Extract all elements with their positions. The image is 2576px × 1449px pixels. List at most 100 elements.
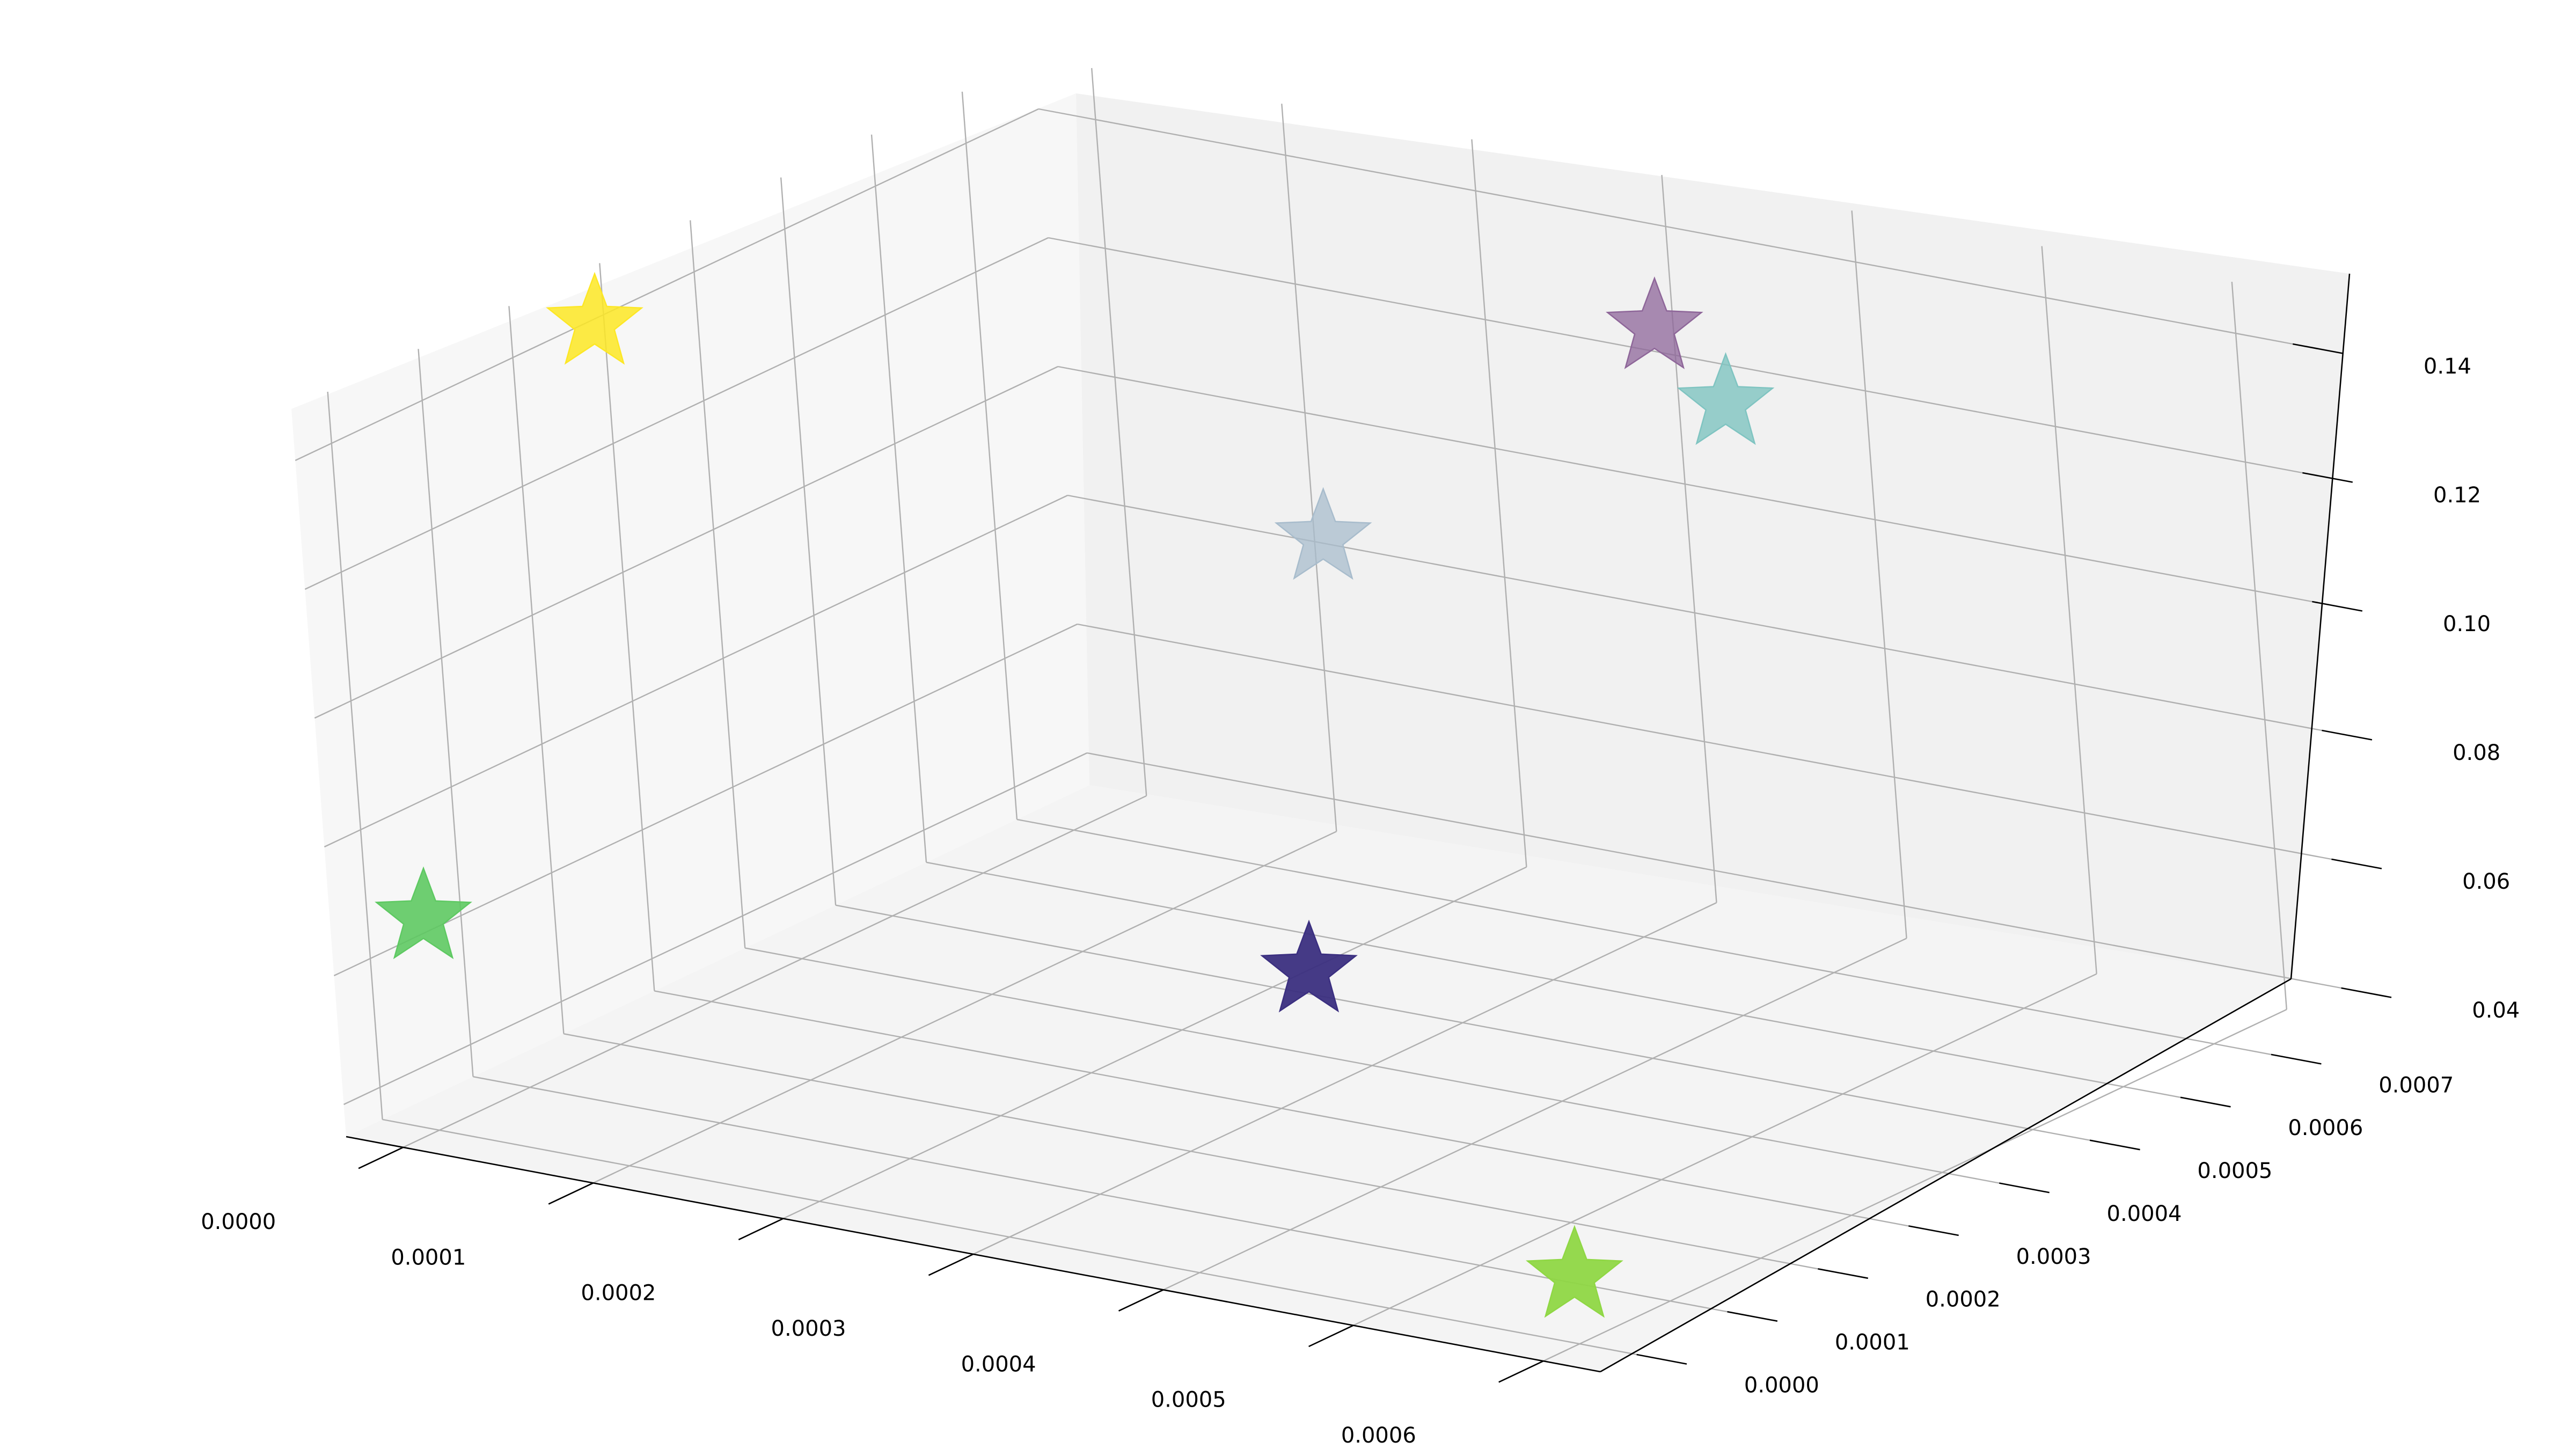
x-tick-label: 0.0000 bbox=[201, 1210, 276, 1234]
x-grid-back bbox=[2041, 246, 2097, 974]
x-grid-floor bbox=[1163, 938, 1907, 1291]
x-grid-back bbox=[1471, 139, 1527, 867]
x-tick-mark bbox=[928, 1253, 974, 1276]
y-tick-label: 0.0002 bbox=[1926, 1287, 2001, 1312]
y-grid-floor bbox=[835, 904, 2090, 1141]
y-tick-mark bbox=[2271, 1053, 2322, 1065]
x-tick-mark bbox=[738, 1218, 784, 1241]
data-point-star-5 bbox=[1606, 276, 1703, 369]
x-tick-mark bbox=[1498, 1360, 1544, 1383]
x-grid-back bbox=[1851, 210, 1907, 939]
z-grid-left bbox=[314, 365, 1058, 719]
z-tick-label: 0.10 bbox=[2443, 612, 2491, 636]
y-tick-mark bbox=[2180, 1096, 2231, 1108]
x-grid-back bbox=[1281, 104, 1337, 832]
z-tick-mark bbox=[2331, 858, 2382, 869]
x-grid-floor bbox=[782, 866, 1527, 1219]
data-point-star-6 bbox=[1677, 352, 1775, 445]
z-grid-left bbox=[343, 752, 1088, 1106]
x-grid-back bbox=[2231, 282, 2287, 1010]
x-tick-mark bbox=[358, 1146, 404, 1169]
z-grid-back bbox=[1058, 365, 2312, 603]
x-grid-floor bbox=[972, 902, 1717, 1255]
x-grid-back bbox=[1661, 174, 1717, 903]
y-grid-left bbox=[599, 263, 655, 991]
z-grid-back bbox=[1077, 623, 2332, 860]
x-grid-floor bbox=[1543, 1009, 2287, 1362]
y-grid-floor bbox=[473, 1076, 1728, 1313]
z-tick-mark bbox=[2302, 472, 2353, 483]
x-tick-label: 0.0004 bbox=[961, 1352, 1036, 1377]
y-tick-label: 0.0004 bbox=[2107, 1202, 2182, 1226]
x-tick-mark bbox=[1118, 1289, 1164, 1312]
z-tick-mark bbox=[2341, 987, 2392, 998]
chart-tick-labels: 0.0000 0.0001 0.0002 0.0003 0.0004 0.0005 0.00… bbox=[201, 354, 2520, 1448]
z-tick-mark bbox=[2322, 729, 2373, 741]
z-grid-back bbox=[1038, 108, 2293, 345]
chart-markers bbox=[375, 272, 1775, 1318]
y-tick-label: 0.0006 bbox=[2288, 1116, 2363, 1140]
x-tick-label: 0.0005 bbox=[1151, 1388, 1226, 1413]
x-tick-label: 0.0002 bbox=[581, 1281, 656, 1306]
y-tick-mark bbox=[1999, 1182, 2050, 1194]
pane-left bbox=[291, 93, 1089, 1137]
z-tick-mark bbox=[2292, 343, 2343, 354]
y-tick-label: 0.0005 bbox=[2197, 1159, 2272, 1183]
y-grid-left bbox=[961, 91, 1018, 819]
z-grid-back bbox=[1087, 752, 2341, 989]
z-tick-label: 0.04 bbox=[2472, 998, 2520, 1023]
x-tick-label: 0.0006 bbox=[1341, 1423, 1416, 1448]
y-grid-floor bbox=[654, 990, 1909, 1227]
x-grid-back bbox=[1091, 68, 1147, 796]
z-axis-line bbox=[2290, 273, 2351, 979]
y-tick-label: 0.0001 bbox=[1835, 1330, 1910, 1355]
y-tick-label: 0.0007 bbox=[2379, 1073, 2454, 1097]
data-point-star-2 bbox=[546, 272, 643, 365]
z-grid-left bbox=[333, 623, 1078, 977]
z-grid-left bbox=[324, 494, 1068, 848]
y-tick-mark bbox=[1636, 1353, 1687, 1365]
y-grid-floor bbox=[1016, 818, 2272, 1056]
y-grid-left bbox=[690, 220, 746, 948]
pane-floor bbox=[346, 785, 2291, 1372]
x-grid-floor bbox=[1353, 973, 2097, 1326]
y-grid-left bbox=[508, 306, 565, 1034]
y-tick-label: 0.0000 bbox=[1744, 1373, 1819, 1398]
x-tick-label: 0.0003 bbox=[771, 1316, 846, 1341]
data-point-star-1 bbox=[375, 866, 472, 960]
pane-back bbox=[1076, 93, 2350, 979]
chart-panes bbox=[291, 93, 2350, 1372]
z-tick-label: 0.06 bbox=[2462, 869, 2510, 894]
z-grid-back bbox=[1067, 494, 2322, 731]
z-grid-left bbox=[295, 108, 1039, 462]
x-tick-label: 0.0001 bbox=[391, 1245, 466, 1270]
y-tick-mark bbox=[1908, 1225, 1959, 1236]
y-tick-mark bbox=[2089, 1139, 2140, 1151]
z-tick-label: 0.08 bbox=[2453, 741, 2500, 765]
y-grid-floor bbox=[744, 947, 2000, 1184]
y-grid-left bbox=[418, 349, 474, 1077]
z-tick-mark bbox=[2312, 601, 2363, 612]
chart-axes bbox=[346, 273, 2392, 1383]
x-grid-floor bbox=[402, 795, 1147, 1148]
y-grid-floor bbox=[926, 861, 2181, 1098]
y-grid-left bbox=[870, 134, 927, 862]
y-grid-left bbox=[327, 391, 383, 1120]
data-point-star-3 bbox=[1260, 919, 1358, 1013]
x-tick-mark bbox=[1308, 1324, 1354, 1348]
y-tick-label: 0.0003 bbox=[2016, 1245, 2091, 1269]
y-tick-mark bbox=[1818, 1268, 1869, 1279]
z-grid-left bbox=[304, 237, 1049, 590]
y-grid-floor bbox=[564, 1033, 1818, 1270]
x-tick-mark bbox=[548, 1182, 594, 1205]
z-tick-label: 0.14 bbox=[2424, 354, 2471, 379]
data-point-star-7 bbox=[1526, 1225, 1623, 1318]
y-grid-left bbox=[780, 177, 837, 905]
y-axis-line bbox=[1600, 978, 2292, 1373]
y-grid-floor bbox=[382, 1118, 1637, 1356]
data-point-star-4 bbox=[1274, 487, 1372, 580]
x-grid-floor bbox=[592, 831, 1337, 1184]
z-tick-label: 0.12 bbox=[2433, 483, 2481, 508]
